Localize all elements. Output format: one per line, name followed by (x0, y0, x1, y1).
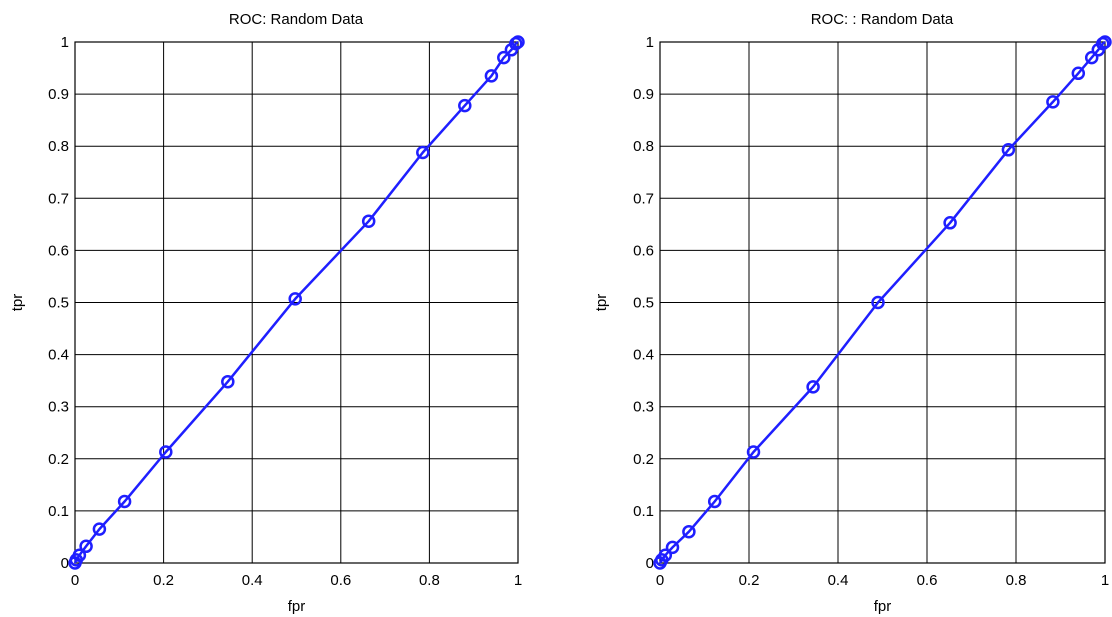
x-tick-label: 0.8 (419, 572, 440, 589)
roc-data-point (72, 548, 87, 562)
plot-frame (659, 41, 1106, 564)
y-tick-label: 0.3 (633, 399, 654, 416)
y-tick-label: 0.5 (48, 295, 69, 312)
x-tick-label: 0.8 (1006, 572, 1027, 589)
y-tick-label: 0.3 (48, 399, 69, 416)
y-tick-label: 0.5 (633, 295, 654, 312)
x-tick-label: 0 (656, 572, 664, 589)
y-axis-label: tpr (593, 294, 610, 312)
x-axis-label: fpr (288, 598, 306, 615)
roc-chart-1: 0 0.2 0.4 0.6 0.8 1 0 0.1 0.2 0.3 0.4 0.5 0.6 0.7 0.8 0… (9, 11, 525, 615)
roc-data-point (511, 35, 525, 49)
y-tick-label: 0.9 (633, 86, 654, 103)
roc-data-point (1001, 143, 1016, 157)
y-tick-label: 0.1 (48, 503, 69, 520)
roc-data-point (361, 214, 376, 228)
x-tick-label: 0 (71, 572, 79, 589)
y-tick-label: 0.1 (633, 503, 654, 520)
roc-data-point (1098, 35, 1112, 49)
y-tick-label: 0.6 (633, 242, 654, 259)
y-tick-label: 0.8 (48, 138, 69, 155)
roc-data-point (117, 494, 132, 509)
x-tick-label: 1 (1101, 572, 1109, 589)
roc-data-point (92, 522, 107, 536)
roc-data-point (943, 216, 957, 230)
x-tick-label: 0.6 (917, 572, 938, 589)
roc-data-point (221, 374, 235, 389)
x-tick-label: 0.2 (739, 572, 760, 589)
roc-data-point (806, 380, 820, 394)
roc-data-point (497, 50, 511, 65)
roc-data-point (658, 548, 673, 562)
y-tick-label: 0.2 (48, 451, 69, 468)
roc-data-point (707, 494, 722, 509)
chart-title: ROC: Random Data (229, 11, 364, 28)
y-tick-label: 0 (646, 555, 654, 572)
x-tick-label: 0.4 (828, 572, 849, 589)
x-tick-label: 0.2 (153, 572, 174, 589)
y-tick-label: 1 (61, 34, 69, 51)
roc-data-point (159, 445, 173, 459)
roc-data-point (79, 539, 93, 554)
y-tick-label: 0.8 (633, 138, 654, 155)
roc-data-point (458, 98, 472, 113)
roc-data-point (1046, 95, 1060, 109)
roc-series-line (73, 40, 519, 564)
roc-data-point (1084, 50, 1099, 65)
chart-title: ROC: : Random Data (811, 11, 954, 28)
y-tick-label: 0.6 (48, 242, 69, 259)
y-tick-label: 0.9 (48, 86, 69, 103)
y-tick-label: 1 (646, 34, 654, 51)
roc-data-point (871, 295, 885, 310)
x-axis-label: fpr (874, 598, 892, 615)
y-axis-label: tpr (9, 294, 26, 312)
y-tick-label: 0.4 (48, 347, 69, 364)
x-tick-label: 0.4 (242, 572, 263, 589)
y-tick-label: 0.7 (633, 190, 654, 207)
roc-data-point (288, 292, 302, 306)
plot-frame (74, 41, 519, 564)
roc-chart-2: 0 0.2 0.4 0.6 0.8 1 0 0.1 0.2 0.3 0.4 0.5 0.6 0.7 0.8 0… (593, 11, 1112, 615)
y-tick-label: 0.4 (633, 347, 654, 364)
roc-series-line (658, 40, 1106, 564)
roc-data-point (665, 540, 680, 555)
y-tick-label: 0.2 (633, 451, 654, 468)
roc-data-point (484, 69, 499, 83)
roc-data-point (1071, 66, 1086, 81)
roc-data-point (416, 145, 430, 160)
roc-data-point (682, 524, 696, 539)
roc-data-point (746, 445, 761, 459)
y-tick-label: 0 (61, 555, 69, 572)
y-tick-label: 0.7 (48, 190, 69, 207)
x-tick-label: 1 (514, 572, 522, 589)
x-tick-label: 0.6 (330, 572, 351, 589)
